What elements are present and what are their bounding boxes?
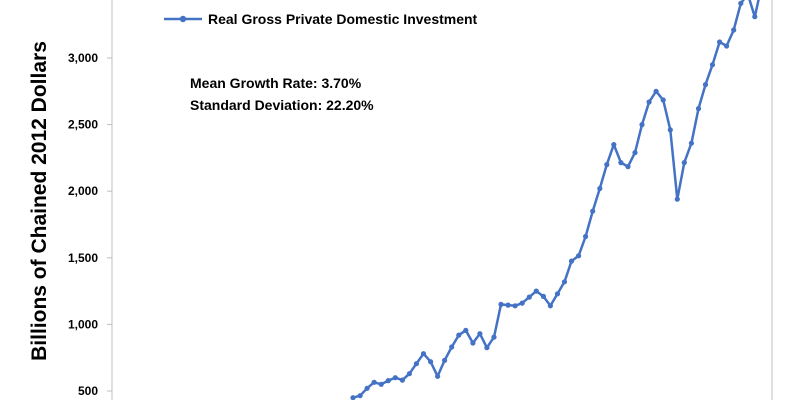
data-point [512, 303, 518, 309]
data-point [724, 43, 730, 49]
y-tick-label: 1,000 [68, 317, 98, 331]
y-tick-group: 500 1,000 1,500 2,000 2,500 3,000 [68, 51, 112, 398]
data-point [484, 345, 490, 351]
data-point [463, 327, 469, 333]
data-point [695, 106, 702, 112]
data-point [752, 14, 758, 20]
data-point [498, 301, 504, 307]
y-tick-label: 2,500 [68, 118, 98, 132]
data-point [470, 340, 476, 346]
data-point [667, 127, 673, 133]
series-line [352, 0, 760, 399]
data-point [392, 375, 398, 381]
data-point [590, 208, 596, 214]
annotation-std-dev: Standard Deviation: 22.20% [190, 97, 374, 113]
data-point [519, 300, 525, 306]
data-point [533, 288, 539, 294]
data-point [547, 303, 554, 309]
data-point [399, 377, 405, 383]
data-point [632, 150, 638, 156]
data-point [604, 162, 610, 168]
data-point [413, 361, 419, 367]
data-point [576, 253, 582, 259]
data-point [385, 378, 391, 384]
data-point [371, 379, 377, 385]
data-point [646, 99, 652, 105]
data-point [738, 0, 744, 6]
annotation-mean-growth: Mean Growth Rate: 3.70% [190, 75, 362, 91]
data-point [717, 39, 723, 45]
y-tick-label: 2,000 [68, 184, 98, 198]
data-point [597, 185, 603, 192]
y-tick-label: 500 [78, 384, 98, 398]
data-point [674, 196, 680, 202]
data-point [420, 351, 427, 357]
data-point [406, 371, 412, 377]
data-point [364, 385, 370, 391]
data-point [449, 344, 455, 350]
data-point [681, 160, 687, 166]
series-group [350, 0, 760, 400]
data-point [702, 82, 709, 88]
data-point [611, 142, 617, 148]
y-tick-label: 1,500 [68, 251, 98, 265]
data-point [350, 395, 356, 400]
data-point [583, 233, 589, 240]
data-point [731, 27, 737, 33]
data-point [477, 331, 483, 337]
y-axis-label: Billions of Chained 2012 Dollars [28, 41, 51, 361]
data-point [505, 302, 511, 308]
data-point [618, 160, 624, 166]
data-point [709, 62, 716, 68]
data-point [456, 332, 462, 338]
data-point [540, 293, 547, 299]
data-point [625, 164, 631, 170]
data-point [660, 97, 666, 103]
data-point [688, 140, 695, 146]
data-point [435, 373, 441, 379]
y-tick-label: 3,000 [68, 51, 98, 65]
data-point [639, 122, 645, 128]
data-point [442, 357, 448, 363]
data-point [568, 258, 575, 264]
data-point [357, 393, 363, 399]
legend: Real Gross Private Domestic Investment [164, 11, 478, 27]
data-point [378, 381, 384, 387]
data-point [653, 88, 659, 94]
data-point [561, 279, 568, 285]
data-point [554, 291, 561, 297]
legend-label: Real Gross Private Domestic Investment [208, 11, 478, 27]
data-point [491, 334, 497, 340]
data-point [428, 359, 434, 365]
data-point [526, 294, 532, 300]
legend-marker-swatch [179, 15, 187, 23]
